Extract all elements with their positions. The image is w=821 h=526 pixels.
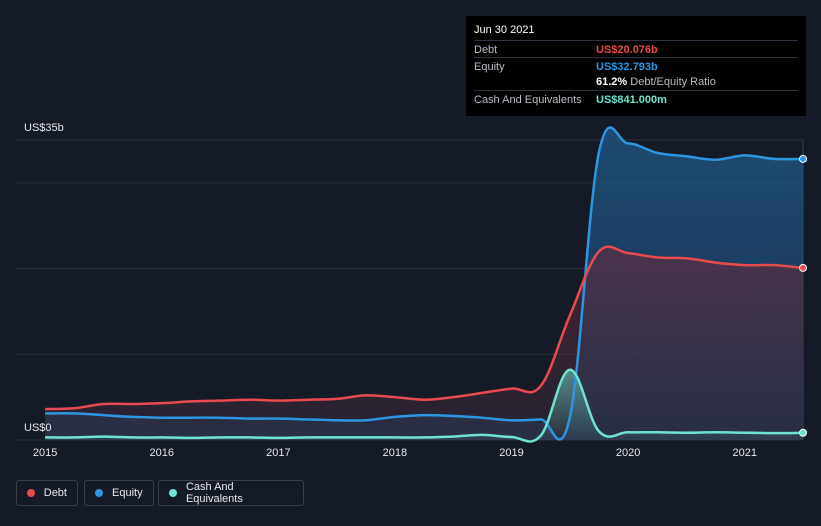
- series-lines: [45, 126, 804, 443]
- x-tick-2015: 2015: [32, 447, 58, 459]
- tooltip-row-cash: Cash And Equivalents US$841.000m: [474, 90, 798, 108]
- equity-end-marker: [799, 154, 807, 163]
- cash-area: [45, 369, 804, 442]
- series-end-markers: [799, 154, 807, 437]
- debt-end-marker: [799, 263, 807, 272]
- x-tick-2020: 2020: [615, 447, 641, 459]
- tooltip-row-ratio: 61.2% Debt/Equity Ratio: [474, 73, 798, 90]
- tooltip-ratio-label: Debt/Equity Ratio: [630, 76, 716, 88]
- x-tick-2017: 2017: [266, 447, 291, 459]
- equity-line: [45, 126, 804, 441]
- x-tick-2016: 2016: [149, 447, 174, 459]
- legend-equity[interactable]: Equity: [84, 480, 154, 506]
- legend-debt[interactable]: Debt: [16, 480, 78, 506]
- tooltip-equity-value: US$32.793b: [596, 61, 658, 73]
- tooltip-row-debt: Debt US$20.076b: [474, 40, 798, 58]
- legend-equity-label: Equity: [112, 487, 143, 499]
- debt-legend-dot-icon: [27, 489, 35, 497]
- cash-legend-dot-icon: [169, 489, 177, 497]
- legend-debt-label: Debt: [43, 487, 67, 499]
- series-areas: [45, 127, 804, 442]
- tooltip-debt-value: US$20.076b: [596, 44, 658, 56]
- x-tick-2018: 2018: [382, 447, 408, 459]
- legend-cash[interactable]: Cash And Equivalents: [158, 480, 304, 506]
- tooltip-cash-label: Cash And Equivalents: [474, 94, 582, 106]
- tooltip-debt-label: Debt: [474, 44, 498, 56]
- y-tick-zero: US$0: [24, 422, 52, 434]
- debt-line: [45, 245, 804, 411]
- debt-area: [45, 246, 804, 440]
- tooltip-ratio-value: 61.2%: [596, 76, 628, 88]
- legend-cash-label: Cash And Equivalents: [185, 481, 243, 505]
- x-tick-2019: 2019: [499, 447, 524, 459]
- tooltip-row-equity: Equity US$32.793b: [474, 57, 798, 75]
- x-tick-2021: 2021: [732, 447, 757, 459]
- tooltip-date: Jun 30 2021: [474, 24, 535, 36]
- equity-legend-dot-icon: [95, 489, 103, 497]
- tooltip: Jun 30 2021 Debt US$20.076b Equity US$32…: [466, 16, 806, 116]
- tooltip-cash-value: US$841.000m: [596, 94, 667, 106]
- cash-line: [45, 368, 804, 443]
- tooltip-ratio: 61.2% Debt/Equity Ratio: [596, 76, 716, 88]
- tooltip-equity-label: Equity: [474, 61, 505, 73]
- y-tick-max: US$35b: [24, 122, 64, 134]
- cash-end-marker: [799, 428, 807, 437]
